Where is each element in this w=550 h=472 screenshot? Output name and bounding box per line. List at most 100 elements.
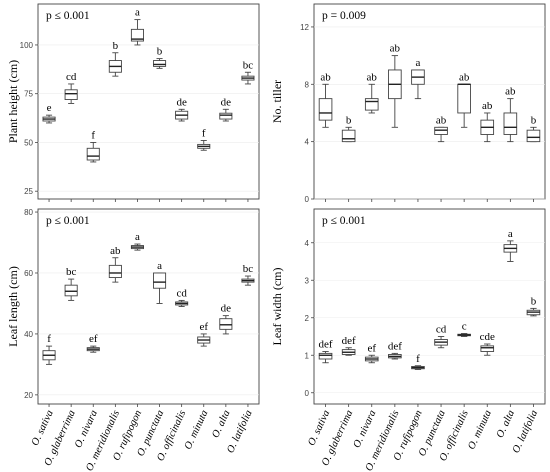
p-value-annotation: p ≤ 0.001: [46, 10, 90, 22]
box-1: def: [318, 339, 333, 364]
box-6: b: [153, 46, 167, 69]
significance-letter: cde: [480, 331, 495, 343]
y-tick-label: 20: [24, 391, 33, 400]
y-tick-label: 2: [305, 314, 310, 323]
box-5: a: [411, 57, 425, 100]
box-3: f: [86, 129, 100, 163]
box-body: [434, 126, 448, 135]
box-4: ab: [388, 43, 402, 128]
box-body: [364, 98, 379, 111]
box-1: ab: [318, 71, 333, 128]
significance-letter: cd: [66, 71, 77, 83]
significance-letter: ab: [482, 100, 493, 112]
p-value-annotation: p = 0.009: [322, 10, 366, 22]
box-6: cd: [434, 324, 448, 349]
significance-letter: ab: [367, 71, 378, 83]
box-body: [219, 112, 233, 120]
box-9: de: [219, 96, 233, 122]
significance-letter: de: [221, 96, 232, 108]
significance-letter: b: [346, 114, 352, 126]
significance-letter: b: [531, 295, 537, 307]
y-tick-label: 60: [24, 269, 33, 278]
box-9: de: [219, 303, 233, 335]
box-4: ab: [108, 245, 122, 283]
box-10: b: [526, 295, 541, 317]
significance-letter: ab: [110, 245, 121, 257]
box-6: ab: [434, 114, 448, 143]
box-1: e: [42, 102, 56, 124]
significance-letter: e: [47, 102, 52, 114]
box-7: c: [457, 321, 471, 337]
significance-letter: ef: [199, 321, 208, 333]
significance-letter: ab: [505, 86, 516, 98]
category-label: O. alta: [495, 409, 517, 440]
significance-letter: f: [47, 333, 51, 345]
significance-letter: def: [319, 339, 333, 351]
y-tick-label: 4: [305, 239, 310, 248]
box-body: [318, 352, 333, 360]
box-9: a: [503, 228, 518, 262]
plot-frame: [313, 208, 546, 405]
p-value-annotation: p ≤ 0.001: [322, 215, 366, 227]
box-3: ef: [86, 333, 100, 353]
y-tick-label: 40: [24, 330, 33, 339]
box-10: bc: [241, 59, 255, 85]
significance-letter: b: [531, 114, 537, 126]
box-5: f: [411, 353, 425, 370]
box-10: b: [526, 114, 541, 143]
significance-letter: c: [462, 321, 467, 333]
significance-letter: b: [113, 40, 119, 52]
significance-letter: def: [388, 340, 402, 352]
box-body: [318, 98, 333, 121]
significance-letter: de: [221, 303, 232, 315]
significance-letter: f: [91, 129, 95, 141]
significance-letter: ab: [459, 71, 470, 83]
box-5: a: [130, 231, 144, 251]
box-2: def: [342, 335, 356, 356]
significance-letter: def: [342, 335, 356, 347]
y-tick-label: 1: [305, 351, 310, 360]
significance-letter: a: [135, 231, 140, 243]
box-2: b: [341, 114, 356, 143]
box-6: a: [153, 260, 167, 304]
y-tick-label: 0: [305, 195, 310, 204]
box-body: [219, 318, 233, 330]
box-1: f: [42, 333, 56, 365]
significance-letter: bc: [66, 266, 77, 278]
box-3: ab: [364, 71, 379, 114]
significance-letter: a: [508, 228, 513, 240]
box-body: [526, 129, 541, 143]
significance-letter: bc: [243, 59, 254, 71]
box-body: [153, 60, 167, 67]
significance-letter: a: [157, 260, 162, 272]
category-label: O. minuta: [466, 409, 494, 452]
plot-frame: [37, 208, 260, 405]
category-label: O. alta: [210, 409, 232, 440]
box-body: [64, 89, 78, 101]
p-value-annotation: p ≤ 0.001: [46, 215, 90, 227]
y-tick-label: 0: [305, 389, 310, 398]
box-body: [457, 83, 471, 114]
box-body: [130, 28, 144, 42]
y-tick-label: 100: [20, 41, 34, 50]
box-body: [86, 147, 100, 161]
y-tick-label: 8: [305, 80, 310, 89]
y-axis-title: No. tiller: [270, 80, 284, 123]
box-body: [480, 345, 495, 352]
chart-panel-3: 20 40 60 80 f bc ef ab a a cd ef de bc p ≤ 0.001 Leaf l…: [6, 208, 260, 472]
chart-panel-1: 25 50 75 100 e cd f b a b de f de bc p ≤ 0.001 Plant he…: [6, 3, 260, 202]
box-body: [503, 112, 518, 135]
box-8: ef: [197, 321, 211, 347]
y-axis-title: Leaf width (cm): [270, 268, 284, 346]
box-body: [108, 264, 122, 279]
significance-letter: ab: [320, 71, 331, 83]
box-10: bc: [241, 263, 255, 286]
y-axis-title: Plant height (cm): [6, 60, 20, 143]
significance-letter: a: [135, 7, 140, 19]
box-5: a: [130, 7, 144, 46]
significance-letter: a: [416, 57, 421, 69]
box-body: [153, 272, 167, 289]
y-tick-label: 80: [24, 208, 33, 217]
